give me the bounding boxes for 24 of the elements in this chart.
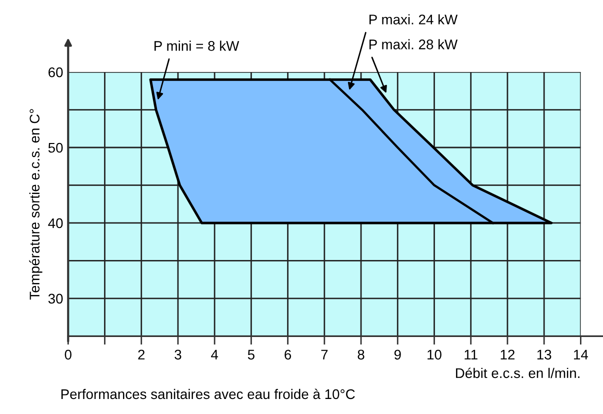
x-tick-label: 9 xyxy=(394,350,401,360)
x-tick-label: 0 xyxy=(64,350,72,360)
y-tick-label: 60 xyxy=(48,67,63,78)
x-axis-title: Débit e.c.s. en l/min. xyxy=(456,368,580,378)
x-tick-label: 14 xyxy=(574,350,588,360)
x-tick-label: 3 xyxy=(174,350,182,360)
text: Performances sanitaires avec eau froide à 10°C xyxy=(61,388,355,400)
annotation: P mini = 8 kW xyxy=(154,40,240,51)
x-tick-label: 8 xyxy=(358,350,364,360)
annotation: P maxi. 28 kW xyxy=(369,39,458,50)
x-tick-label: 10 xyxy=(428,350,442,360)
x-tick-label: 2 xyxy=(138,350,145,360)
x-tick-label: 12 xyxy=(500,350,514,360)
y-tick-label: 30 xyxy=(48,294,63,304)
annotation: P maxi. 24 kW xyxy=(369,14,458,24)
x-tick-label: 13 xyxy=(537,350,552,360)
x-tick-label: 7 xyxy=(321,350,328,360)
x-tick-label: 5 xyxy=(248,350,254,360)
x-tick-label: 4 xyxy=(211,350,218,360)
y-axis-title: Température sortie e.c.s. en C° xyxy=(29,109,42,300)
y-tick-label: 50 xyxy=(48,142,63,153)
x-tick-label: 11 xyxy=(464,350,478,360)
y-tick-label: 40 xyxy=(48,218,63,228)
x-tick-label: 6 xyxy=(284,350,292,360)
